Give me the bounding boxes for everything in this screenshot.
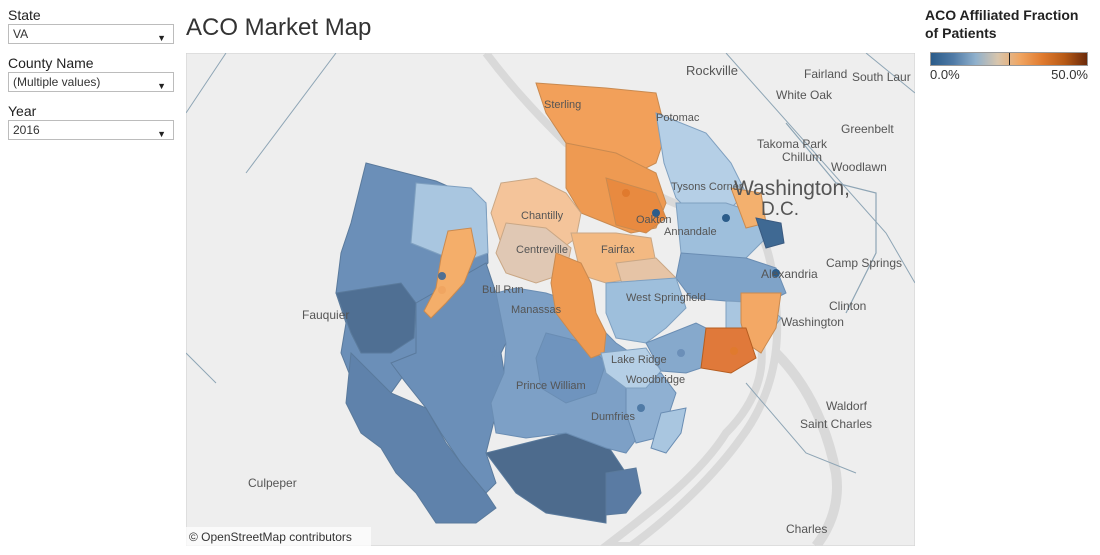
legend-marker (1009, 53, 1010, 65)
label-washington: Washington, (734, 177, 850, 200)
legend-title-line2: of Patients (925, 25, 997, 41)
chevron-down-icon: ▼ (157, 81, 166, 91)
label-dc: D.C. (761, 199, 799, 220)
label-white-oak: White Oak (776, 88, 833, 102)
year-dropdown-value: 2016 (13, 123, 40, 137)
label-west-springfield: West Springfield (626, 292, 706, 304)
legend-title: ACO Affiliated Fraction of Patients (925, 6, 1095, 42)
legend-gradient-bar (930, 52, 1088, 66)
label-clinton: Clinton (829, 299, 866, 313)
label-prince-william: Prince William (516, 380, 586, 392)
chevron-down-icon: ▼ (157, 33, 166, 43)
dc-boundary (785, 122, 877, 314)
region-centreville[interactable] (495, 222, 572, 284)
label-lake-ridge: Lake Ridge (611, 354, 667, 366)
label-south-laurel: South Laur (852, 70, 911, 84)
page-title: ACO Market Map (186, 14, 372, 41)
region-dc-adjacent[interactable] (755, 217, 785, 249)
region-mount-vernon[interactable] (700, 327, 757, 374)
location-dot[interactable] (722, 214, 730, 222)
legend-min-label: 0.0% (930, 67, 960, 82)
label-saint-charles: Saint Charles (800, 417, 872, 431)
location-dot[interactable] (622, 189, 630, 197)
county-filter-label: County Name (8, 55, 94, 71)
region-fort-hunt[interactable] (740, 292, 782, 354)
label-annandale: Annandale (664, 226, 717, 238)
year-filter-label: Year (8, 103, 37, 119)
label-fairfax: Fairfax (601, 244, 635, 256)
label-greenbelt: Greenbelt (841, 122, 894, 136)
label-takoma-park: Takoma Park (757, 137, 828, 151)
chevron-down-icon: ▼ (157, 129, 166, 139)
region-stafford-east[interactable] (605, 467, 642, 516)
legend-max-label: 50.0% (1051, 67, 1088, 82)
label-sterling: Sterling (544, 99, 581, 111)
label-camp-springs: Camp Springs (826, 256, 902, 270)
legend-title-line1: ACO Affiliated Fraction (925, 7, 1079, 23)
location-dot[interactable] (492, 349, 500, 357)
location-dot[interactable] (652, 209, 660, 217)
label-woodlawn: Woodlawn (831, 160, 887, 174)
label-charles: Charles (786, 522, 827, 536)
label-fauquier: Fauquier (302, 308, 349, 322)
map-attribution[interactable]: © OpenStreetMap contributors (189, 530, 352, 544)
year-filter: Year 2016 ▼ (8, 102, 176, 140)
label-manassas: Manassas (511, 304, 562, 316)
label-tysons: Tysons Corner (671, 181, 743, 193)
label-waldorf: Waldorf (826, 399, 868, 413)
location-dot[interactable] (637, 404, 645, 412)
label-fairland: Fairland (804, 67, 847, 81)
state-dropdown[interactable]: VA ▼ (8, 24, 174, 44)
location-dot[interactable] (677, 349, 685, 357)
location-dot[interactable] (730, 347, 738, 355)
state-filter: State VA ▼ (8, 6, 176, 44)
region-oakton[interactable] (605, 177, 667, 234)
attribution-background (186, 527, 371, 546)
state-dropdown-value: VA (13, 27, 29, 41)
label-alexandria: Alexandria (761, 267, 818, 281)
label-culpeper: Culpeper (248, 476, 297, 490)
region-west-springfield[interactable] (605, 277, 687, 344)
legend-labels: 0.0% 50.0% (930, 66, 1088, 82)
year-dropdown[interactable]: 2016 ▼ (8, 120, 174, 140)
filter-panel: State VA ▼ County Name (Multiple values)… (8, 6, 176, 150)
map-view[interactable]: Rockville Fairland South Laur Potomac Wh… (186, 53, 915, 546)
state-filter-label: State (8, 7, 41, 23)
label-bull-run: Bull Run (482, 284, 524, 296)
color-legend: ACO Affiliated Fraction of Patients 0.0%… (925, 6, 1095, 82)
county-filter: County Name (Multiple values) ▼ (8, 54, 176, 92)
label-woodbridge: Woodbridge (626, 374, 685, 386)
region-loudoun-orange[interactable] (423, 227, 477, 319)
label-chantilly: Chantilly (521, 210, 564, 222)
boundary-lines (186, 53, 915, 474)
label-centreville: Centreville (516, 244, 568, 256)
label-fort-washington: Washington (781, 315, 844, 329)
location-dot[interactable] (438, 286, 446, 294)
label-potomac: Potomac (656, 112, 700, 124)
location-dot[interactable] (438, 272, 446, 280)
map-canvas[interactable]: Rockville Fairland South Laur Potomac Wh… (186, 53, 915, 546)
region-dark-west[interactable] (335, 282, 417, 354)
county-dropdown[interactable]: (Multiple values) ▼ (8, 72, 174, 92)
label-rockville: Rockville (686, 63, 738, 78)
label-oakton: Oakton (636, 214, 671, 226)
county-dropdown-value: (Multiple values) (13, 75, 101, 89)
label-dumfries: Dumfries (591, 411, 636, 423)
label-chillum: Chillum (782, 150, 822, 164)
location-dot[interactable] (772, 269, 780, 277)
region-woodbridge-south[interactable] (650, 407, 687, 454)
potomac-river-lower (772, 349, 842, 546)
region-lorton[interactable] (600, 347, 662, 389)
